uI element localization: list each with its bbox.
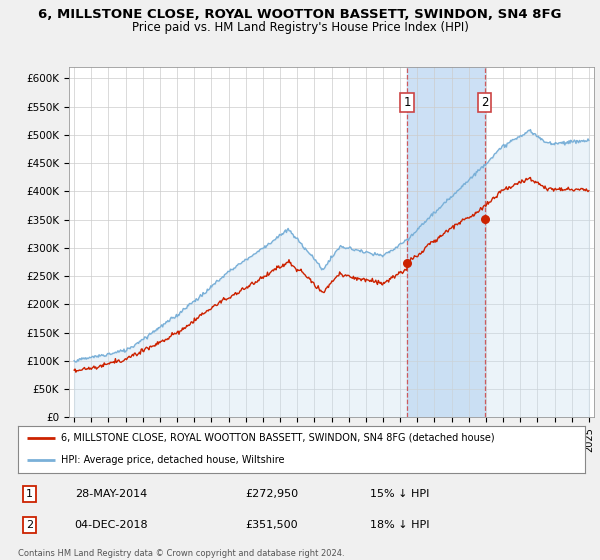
Text: 1: 1: [403, 96, 411, 109]
Text: 2: 2: [26, 520, 33, 530]
Text: 04-DEC-2018: 04-DEC-2018: [75, 520, 148, 530]
Text: 18% ↓ HPI: 18% ↓ HPI: [370, 520, 429, 530]
Text: 6, MILLSTONE CLOSE, ROYAL WOOTTON BASSETT, SWINDON, SN4 8FG: 6, MILLSTONE CLOSE, ROYAL WOOTTON BASSET…: [38, 8, 562, 21]
Text: HPI: Average price, detached house, Wiltshire: HPI: Average price, detached house, Wilt…: [61, 455, 284, 465]
Text: Contains HM Land Registry data © Crown copyright and database right 2024.: Contains HM Land Registry data © Crown c…: [18, 549, 344, 558]
Text: £272,950: £272,950: [245, 489, 298, 499]
Text: 6, MILLSTONE CLOSE, ROYAL WOOTTON BASSETT, SWINDON, SN4 8FG (detached house): 6, MILLSTONE CLOSE, ROYAL WOOTTON BASSET…: [61, 432, 494, 442]
Text: £351,500: £351,500: [245, 520, 298, 530]
Point: [403, 259, 412, 268]
Text: 2: 2: [481, 96, 488, 109]
Text: 1: 1: [26, 489, 33, 499]
Point: [480, 214, 490, 223]
Text: 15% ↓ HPI: 15% ↓ HPI: [370, 489, 429, 499]
Bar: [407, 67, 485, 417]
Text: 28-MAY-2014: 28-MAY-2014: [75, 489, 147, 499]
Text: Price paid vs. HM Land Registry's House Price Index (HPI): Price paid vs. HM Land Registry's House …: [131, 21, 469, 34]
